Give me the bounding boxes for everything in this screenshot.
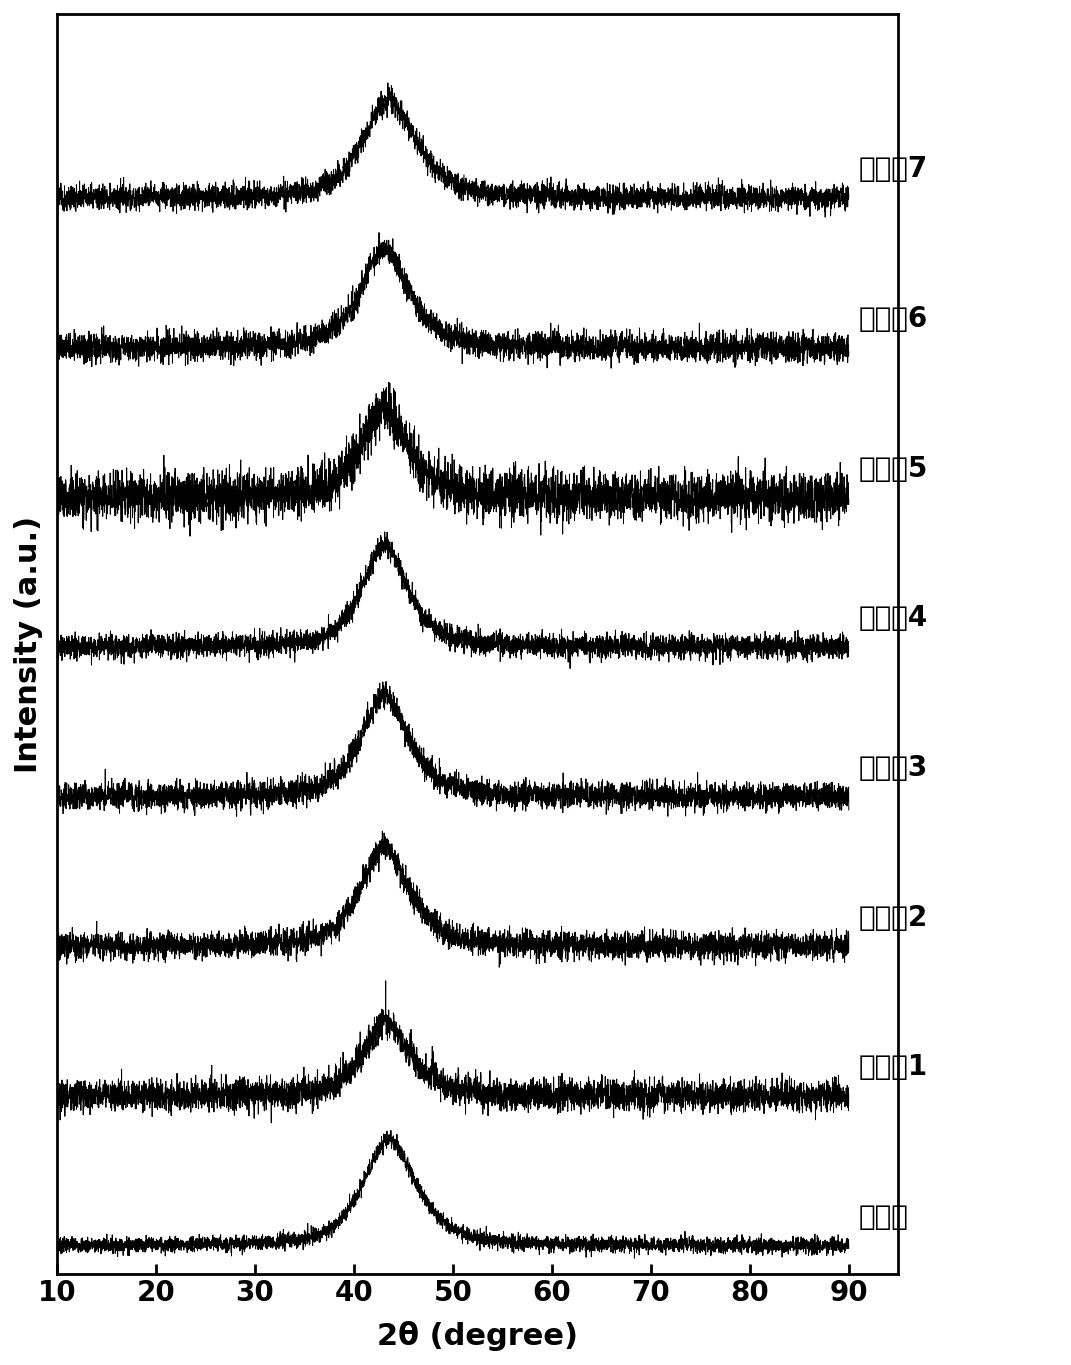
Text: 实施例4: 实施例4 bbox=[859, 605, 927, 632]
Text: 实施例3: 实施例3 bbox=[859, 753, 927, 782]
Text: 实施例1: 实施例1 bbox=[859, 1054, 927, 1081]
Text: 对比例: 对比例 bbox=[859, 1203, 908, 1231]
Text: 实施例6: 实施例6 bbox=[859, 304, 927, 333]
Text: 实施例7: 实施例7 bbox=[859, 156, 927, 183]
X-axis label: 2θ (degree): 2θ (degree) bbox=[377, 1321, 578, 1351]
Y-axis label: Intensity (a.u.): Intensity (a.u.) bbox=[14, 516, 43, 773]
Text: 实施例5: 实施例5 bbox=[859, 455, 929, 483]
Text: 实施例2: 实施例2 bbox=[859, 904, 927, 931]
